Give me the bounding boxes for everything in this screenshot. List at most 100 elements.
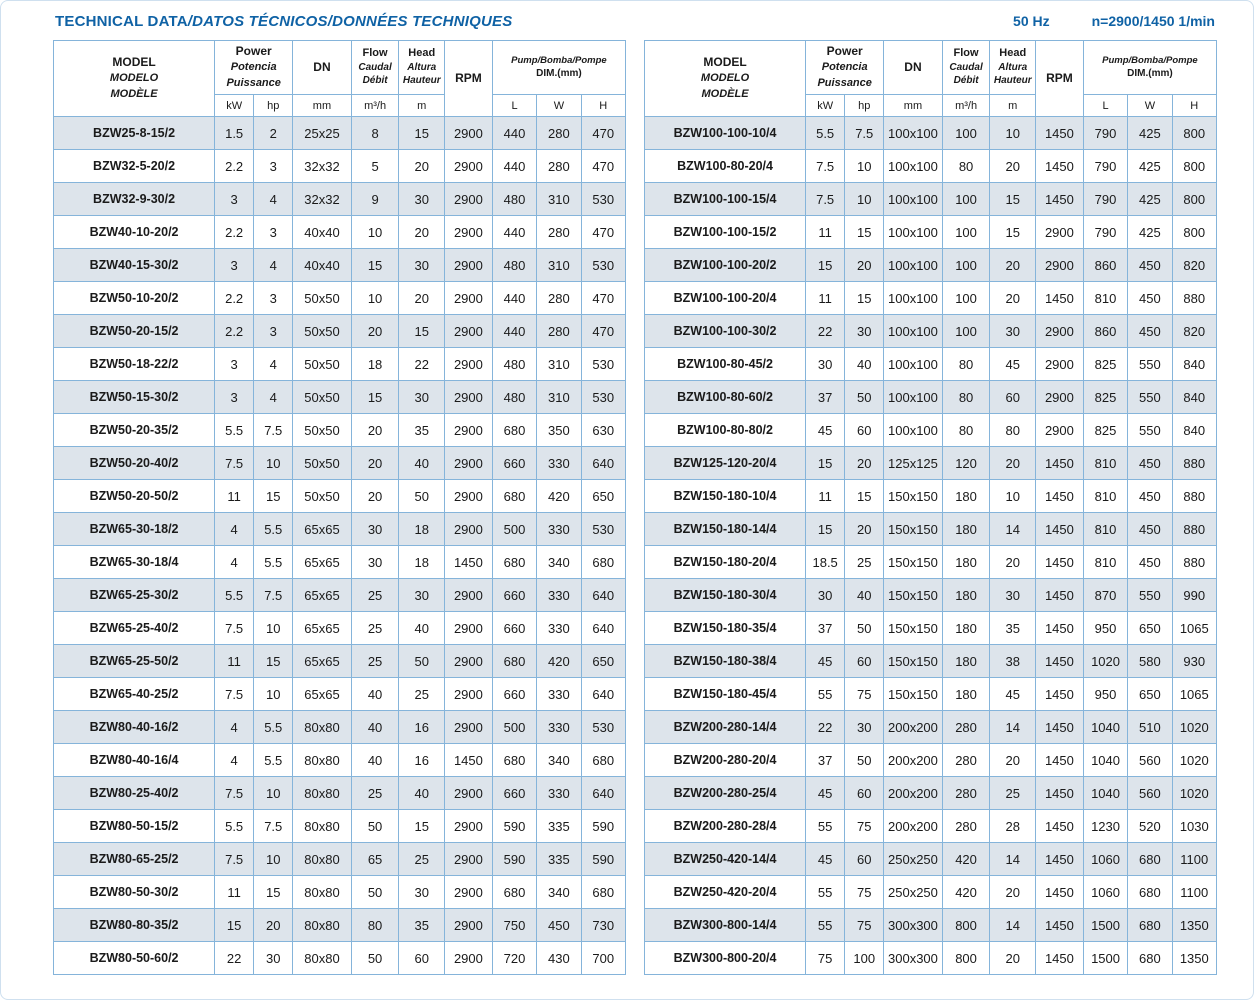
data-cell: 2900: [444, 182, 493, 216]
data-cell: 50x50: [292, 347, 352, 381]
data-cell: 825: [1082, 380, 1129, 414]
data-cell: 560: [1127, 776, 1173, 810]
data-cell: 1450: [1035, 743, 1084, 777]
data-cell: 7.5: [805, 182, 846, 216]
data-cell: 1350: [1171, 908, 1218, 942]
data-cell: 22: [398, 347, 445, 381]
data-cell: 810: [1082, 446, 1129, 480]
table-row: BZW300-800-14/4 55 75 300x300 800 14 1450 1500 6…: [643, 908, 1218, 942]
data-cell: 75: [844, 809, 885, 843]
data-cell: 990: [1171, 578, 1218, 612]
table-row: BZW150-180-35/4 37 50 150x150 180 35 1450 950 65…: [643, 611, 1218, 645]
data-cell: 200x200: [883, 776, 943, 810]
table-row: BZW40-15-30/2 3 4 40x40 15 30 2900 480 310 530: [52, 248, 627, 282]
data-cell: 4: [253, 347, 294, 381]
data-cell: 14: [989, 512, 1036, 546]
table-row: BZW150-180-14/4 15 20 150x150 180 14 1450 810 45…: [643, 512, 1218, 546]
data-cell: 100x100: [883, 380, 943, 414]
table-row: BZW100-100-15/4 7.5 10 100x100 100 15 1450 790 4…: [643, 182, 1218, 216]
model-cell: BZW65-25-30/2: [52, 578, 216, 612]
model-cell: BZW80-50-15/2: [52, 809, 216, 843]
data-cell: 60: [844, 842, 885, 876]
data-cell: 2900: [1035, 248, 1084, 282]
data-cell: 1450: [1035, 776, 1084, 810]
data-cell: 800: [1171, 149, 1218, 183]
data-cell: 65x65: [292, 677, 352, 711]
data-cell: 880: [1171, 281, 1218, 315]
title-translations: /DATOS TÉCNICOS/DONNÉES TECHNIQUES: [187, 13, 513, 30]
data-cell: 640: [580, 446, 627, 480]
data-cell: 530: [580, 380, 627, 414]
data-cell: 3: [253, 281, 294, 315]
data-cell: 50x50: [292, 314, 352, 348]
data-cell: 45: [989, 677, 1036, 711]
data-cell: 470: [580, 314, 627, 348]
data-cell: 30: [805, 578, 846, 612]
unit-header: W: [536, 94, 582, 117]
data-cell: 590: [580, 842, 627, 876]
data-cell: 40x40: [292, 248, 352, 282]
data-cell: 3: [253, 314, 294, 348]
data-cell: 1450: [1035, 809, 1084, 843]
data-cell: 1450: [1035, 611, 1084, 645]
model-cell: BZW100-100-15/4: [643, 182, 807, 216]
model-cell: BZW80-25-40/2: [52, 776, 216, 810]
data-cell: 470: [580, 281, 627, 315]
data-cell: 330: [536, 512, 582, 546]
data-cell: 11: [805, 479, 846, 513]
table-row: BZW100-100-20/4 11 15 100x100 100 20 1450 810 45…: [643, 281, 1218, 315]
data-cell: 1500: [1082, 908, 1129, 942]
model-cell: BZW150-180-45/4: [643, 677, 807, 711]
data-cell: 9: [350, 182, 400, 216]
data-cell: 18: [350, 347, 400, 381]
data-cell: 480: [491, 347, 538, 381]
data-cell: 100: [941, 314, 991, 348]
data-cell: 550: [1127, 380, 1173, 414]
data-cell: 75: [844, 677, 885, 711]
table-row: BZW50-20-15/2 2.2 3 50x50 20 15 2900 440 280 470: [52, 314, 627, 348]
table-row: BZW65-25-40/2 7.5 10 65x65 25 40 2900 660 330 640: [52, 611, 627, 645]
data-cell: 280: [941, 776, 991, 810]
data-cell: 20: [989, 281, 1036, 315]
unit-header: kW: [805, 94, 846, 117]
data-cell: 2900: [444, 809, 493, 843]
unit-header: L: [491, 94, 538, 117]
data-cell: 100x100: [883, 215, 943, 249]
table-row: BZW80-40-16/4 4 5.5 80x80 40 16 1450 680 340 680: [52, 743, 627, 777]
data-cell: 880: [1171, 446, 1218, 480]
data-cell: 180: [941, 578, 991, 612]
data-cell: 2900: [444, 116, 493, 150]
unit-header: m: [989, 94, 1036, 117]
data-cell: 2900: [444, 149, 493, 183]
data-cell: 180: [941, 545, 991, 579]
data-cell: 520: [1127, 809, 1173, 843]
data-cell: 37: [805, 380, 846, 414]
data-cell: 450: [1127, 479, 1173, 513]
model-cell: BZW80-80-35/2: [52, 908, 216, 942]
data-cell: 2.2: [214, 281, 255, 315]
data-cell: 10: [989, 116, 1036, 150]
data-cell: 30: [805, 347, 846, 381]
model-cell: BZW80-40-16/2: [52, 710, 216, 744]
data-cell: 510: [1127, 710, 1173, 744]
model-cell: BZW200-280-28/4: [643, 809, 807, 843]
data-cell: 2900: [444, 941, 493, 975]
data-cell: 660: [491, 611, 538, 645]
unit-header: kW: [214, 94, 255, 117]
data-cell: 450: [1127, 512, 1173, 546]
spec-table-left: MODEL MODELO MODÈLE Power Potencia Puissance…: [52, 40, 627, 975]
data-cell: 50x50: [292, 479, 352, 513]
data-cell: 310: [536, 248, 582, 282]
model-cell: BZW50-10-20/2: [52, 281, 216, 315]
data-cell: 16: [398, 710, 445, 744]
data-cell: 38: [989, 644, 1036, 678]
data-cell: 1450: [1035, 842, 1084, 876]
data-cell: 7.5: [844, 116, 885, 150]
data-cell: 810: [1082, 479, 1129, 513]
data-cell: 1060: [1082, 842, 1129, 876]
data-cell: 65x65: [292, 644, 352, 678]
table-row: BZW100-100-30/2 22 30 100x100 100 30 2900 860 45…: [643, 314, 1218, 348]
data-cell: 7.5: [253, 578, 294, 612]
data-cell: 5.5: [253, 512, 294, 546]
data-cell: 100: [941, 281, 991, 315]
